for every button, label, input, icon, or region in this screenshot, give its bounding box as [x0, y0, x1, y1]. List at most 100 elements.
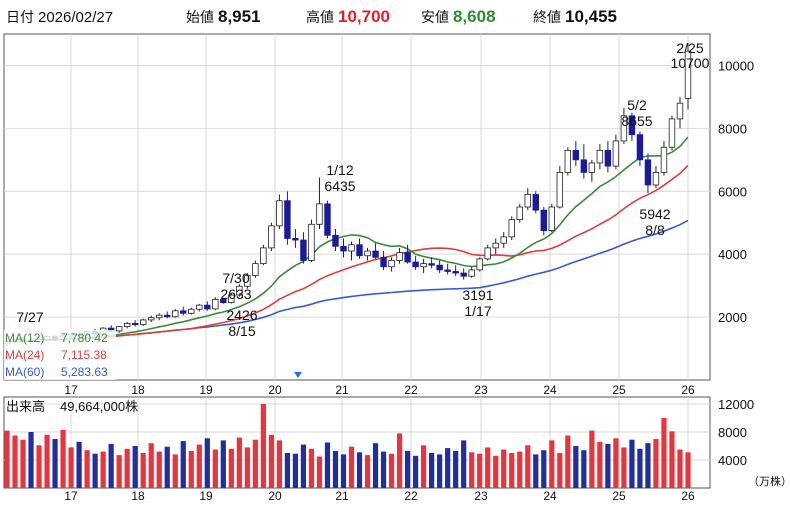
candle-body	[324, 203, 331, 236]
candle-body	[428, 263, 435, 266]
volume-bar	[421, 445, 427, 488]
volume-bar	[52, 439, 58, 488]
volume-bar	[541, 450, 547, 488]
x-tick-label: 24	[543, 383, 557, 397]
candle	[476, 257, 483, 272]
candle-body	[596, 149, 604, 164]
ma-legend: MA(12) 7,780.42 MA(24) 7,115.38 MA(60) 5…	[4, 330, 116, 380]
candle	[420, 258, 427, 274]
annotation-label: 8/8	[645, 222, 665, 238]
candle-body	[115, 326, 123, 332]
open-label: 始値	[186, 9, 214, 25]
volume-bar	[124, 448, 130, 488]
price-tick-label: 6000	[718, 184, 747, 199]
candle	[252, 260, 259, 278]
candle-body	[252, 263, 259, 276]
candle	[220, 298, 227, 304]
candle	[412, 255, 419, 270]
volume-bar	[533, 454, 539, 488]
ma-legend-box	[4, 330, 116, 380]
x-tick-label: 22	[404, 489, 418, 503]
price-plot-area	[3, 33, 711, 381]
candle-body	[564, 149, 572, 173]
candle-body	[212, 299, 219, 310]
volume-bar	[212, 449, 218, 488]
annotation-label: 8/15	[228, 323, 255, 339]
candle-body	[676, 102, 684, 120]
candle	[284, 191, 291, 245]
volume-pane: 4000 8000 12000 出来高 49,664,000株 （万株）	[3, 396, 790, 489]
candle	[660, 140, 668, 176]
candle	[188, 307, 195, 315]
volume-bar	[140, 453, 146, 488]
high-label: 高値	[306, 9, 334, 25]
candle-body	[204, 304, 211, 310]
candle	[596, 144, 604, 170]
volume-bar	[36, 445, 42, 488]
volume-bar	[204, 438, 210, 488]
candle-body	[444, 269, 451, 272]
candle	[572, 140, 580, 167]
date-marker-icon[interactable]	[294, 372, 302, 378]
candle	[556, 166, 564, 209]
price-grid	[4, 34, 710, 380]
annotation-label: 2633	[220, 286, 251, 302]
volume-bar	[445, 448, 451, 488]
candle-body	[500, 236, 507, 244]
candle-body	[236, 285, 243, 296]
candle	[292, 229, 299, 248]
candle	[348, 241, 355, 261]
price-tick-label: 8000	[718, 121, 747, 136]
candle	[340, 238, 347, 258]
volume-tick-label: 8000	[718, 425, 747, 440]
volume-bars	[4, 404, 691, 488]
candle-body	[348, 244, 355, 252]
volume-bar	[437, 454, 443, 488]
volume-bar	[324, 442, 331, 488]
low-field: 安値 8,608	[421, 7, 496, 27]
candle	[564, 147, 572, 176]
candle-body	[524, 194, 531, 208]
x-tick-label: 23	[474, 489, 488, 503]
candle	[156, 313, 163, 321]
volume-bar	[284, 453, 291, 488]
volume-bar	[68, 447, 74, 488]
volume-bar	[28, 432, 34, 488]
candle	[668, 115, 676, 151]
x-tick-label: 21	[335, 489, 349, 503]
candle	[492, 238, 499, 255]
open-value: 8,951	[218, 7, 261, 26]
candle-body	[284, 200, 291, 239]
candle-body	[452, 271, 459, 274]
annotation-label: 10700	[671, 55, 710, 71]
candle	[636, 131, 644, 167]
candle-body	[364, 250, 371, 257]
candle-body	[380, 256, 387, 268]
candle	[644, 153, 652, 194]
candle	[115, 325, 123, 333]
volume-tick-label: 12000	[718, 397, 754, 412]
candle-body	[164, 314, 171, 318]
candle-body	[556, 171, 564, 208]
volume-bar	[76, 441, 82, 488]
candle	[204, 301, 211, 311]
volume-bar	[148, 443, 154, 488]
volume-bar	[268, 434, 274, 488]
candle-body	[668, 118, 676, 148]
volume-bar	[509, 453, 515, 488]
ma60-label: MA(60)	[5, 365, 44, 379]
candle	[316, 177, 323, 230]
candle	[676, 96, 684, 129]
candle-body	[340, 245, 347, 252]
candle-body	[532, 194, 539, 211]
candle	[404, 244, 411, 264]
date-value: 2026/02/27	[38, 9, 114, 26]
candle	[276, 194, 283, 230]
date-label: 日付	[6, 9, 34, 25]
annotation-label: 7/27	[16, 309, 43, 325]
candle-body	[476, 258, 483, 271]
candle	[436, 260, 443, 274]
candle-body	[276, 200, 283, 227]
